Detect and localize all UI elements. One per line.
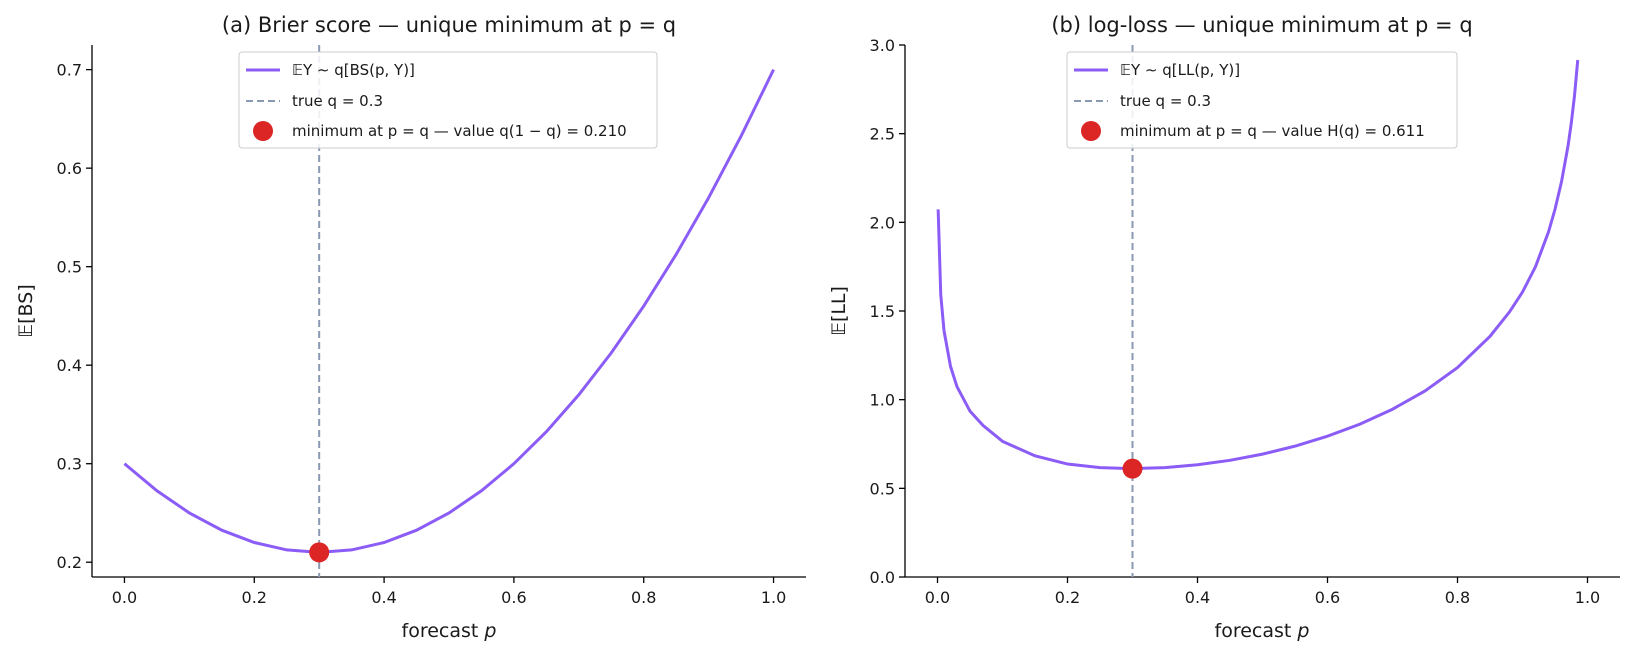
minimum-point xyxy=(1122,458,1143,479)
y-tick-label: 1.0 xyxy=(870,391,895,410)
y-tick-label: 0.6 xyxy=(57,159,82,178)
x-axis-label-text: forecast xyxy=(1215,620,1298,642)
legend-point-swatch xyxy=(1081,121,1101,141)
panel-brier-score: (a) Brier score — unique minimum at p = … xyxy=(15,13,806,642)
legend-point-label: minimum at p = q — value q(1 − q) = 0.21… xyxy=(292,122,627,140)
legend-frame xyxy=(1066,51,1458,149)
x-tick-label: 0.6 xyxy=(501,588,526,607)
x-axis-label-var: p xyxy=(483,620,496,642)
legend-frame xyxy=(238,51,658,149)
y-tick-label: 0.4 xyxy=(57,356,82,375)
x-tick-label: 0.0 xyxy=(112,588,137,607)
panel-log-loss: (b) log-loss — unique minimum at p = q 0… xyxy=(828,13,1620,642)
expected-log-loss-curve xyxy=(936,59,1580,471)
y-tick-label: 0.0 xyxy=(870,568,895,587)
x-tick-label: 0.4 xyxy=(1185,588,1210,607)
y-tick-group: 0.2 0.3 0.4 0.5 0.6 0.7 xyxy=(57,61,92,572)
chart-title: (b) log-loss — unique minimum at p = q xyxy=(1051,13,1472,37)
legend: 𝔼Y ∼ q[LL(p, Y)] true q = 0.3 minimum at… xyxy=(1066,51,1458,149)
x-tick-label: 0.2 xyxy=(1055,588,1080,607)
legend-curve-label: 𝔼Y ∼ q[LL(p, Y)] xyxy=(1120,61,1240,79)
legend-point-label: minimum at p = q — value H(q) = 0.611 xyxy=(1120,122,1425,140)
legend-vline-label: true q = 0.3 xyxy=(292,92,383,110)
y-tick-label: 0.5 xyxy=(57,258,82,277)
y-tick-label: 0.7 xyxy=(57,61,82,80)
y-tick-label: 1.5 xyxy=(870,302,895,321)
y-axis-label: 𝔼[LL] xyxy=(828,286,850,336)
y-tick-label: 2.5 xyxy=(870,125,895,144)
y-tick-label: 0.2 xyxy=(57,553,82,572)
expected-brier-curve xyxy=(123,68,775,554)
chart-title: (a) Brier score — unique minimum at p = … xyxy=(222,13,676,37)
legend: 𝔼Y ∼ q[BS(p, Y)] true q = 0.3 minimum at… xyxy=(238,51,658,149)
x-axis-label: forecast p xyxy=(1215,620,1310,642)
x-axis-label: forecast p xyxy=(402,620,497,642)
x-axis-label-text: forecast xyxy=(402,620,485,642)
y-tick-group: 0.0 0.5 1.0 1.5 2.0 2.5 3.0 xyxy=(870,36,905,587)
y-tick-label: 2.0 xyxy=(870,213,895,232)
legend-point-swatch xyxy=(253,121,273,141)
y-tick-label: 0.3 xyxy=(57,455,82,474)
y-tick-label: 3.0 xyxy=(870,36,895,55)
minimum-point xyxy=(309,542,330,563)
x-axis-label-var: p xyxy=(1296,620,1309,642)
x-tick-group: 0.0 0.2 0.4 0.6 0.8 1.0 xyxy=(925,577,1600,607)
legend-vline-label: true q = 0.3 xyxy=(1120,92,1211,110)
x-tick-label: 0.8 xyxy=(1445,588,1470,607)
y-tick-label: 0.5 xyxy=(870,479,895,498)
x-tick-label: 0.0 xyxy=(925,588,950,607)
legend-curve-label: 𝔼Y ∼ q[BS(p, Y)] xyxy=(292,61,415,79)
x-tick-group: 0.0 0.2 0.4 0.6 0.8 1.0 xyxy=(112,577,786,607)
y-axis-label: 𝔼[BS] xyxy=(15,284,37,337)
x-tick-label: 0.8 xyxy=(631,588,656,607)
x-tick-label: 0.4 xyxy=(371,588,396,607)
x-tick-label: 0.6 xyxy=(1315,588,1340,607)
x-tick-label: 1.0 xyxy=(1575,588,1600,607)
x-tick-label: 1.0 xyxy=(761,588,786,607)
x-tick-label: 0.2 xyxy=(242,588,267,607)
